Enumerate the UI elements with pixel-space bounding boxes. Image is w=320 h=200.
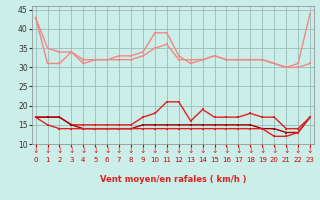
Text: ↓: ↓ [212,146,218,155]
Text: ↓: ↓ [116,146,122,155]
Text: ↓: ↓ [188,146,194,155]
Text: ↓: ↓ [140,146,146,155]
Text: ↓: ↓ [283,146,289,155]
Text: ↓: ↓ [68,146,75,155]
Text: ↓: ↓ [223,146,230,155]
Text: ↓: ↓ [164,146,170,155]
X-axis label: Vent moyen/en rafales ( km/h ): Vent moyen/en rafales ( km/h ) [100,175,246,184]
Text: ↓: ↓ [80,146,86,155]
Text: ↓: ↓ [295,146,301,155]
Text: ↓: ↓ [92,146,99,155]
Text: ↓: ↓ [104,146,110,155]
Text: ↓: ↓ [128,146,134,155]
Text: ↓: ↓ [235,146,242,155]
Text: ↓: ↓ [247,146,253,155]
Text: ↓: ↓ [56,146,63,155]
Text: ↓: ↓ [152,146,158,155]
Text: ↓: ↓ [307,146,313,155]
Text: ↓: ↓ [44,146,51,155]
Text: ↓: ↓ [199,146,206,155]
Text: ↓: ↓ [259,146,266,155]
Text: ↓: ↓ [271,146,277,155]
Text: ↓: ↓ [32,146,39,155]
Text: ↓: ↓ [176,146,182,155]
